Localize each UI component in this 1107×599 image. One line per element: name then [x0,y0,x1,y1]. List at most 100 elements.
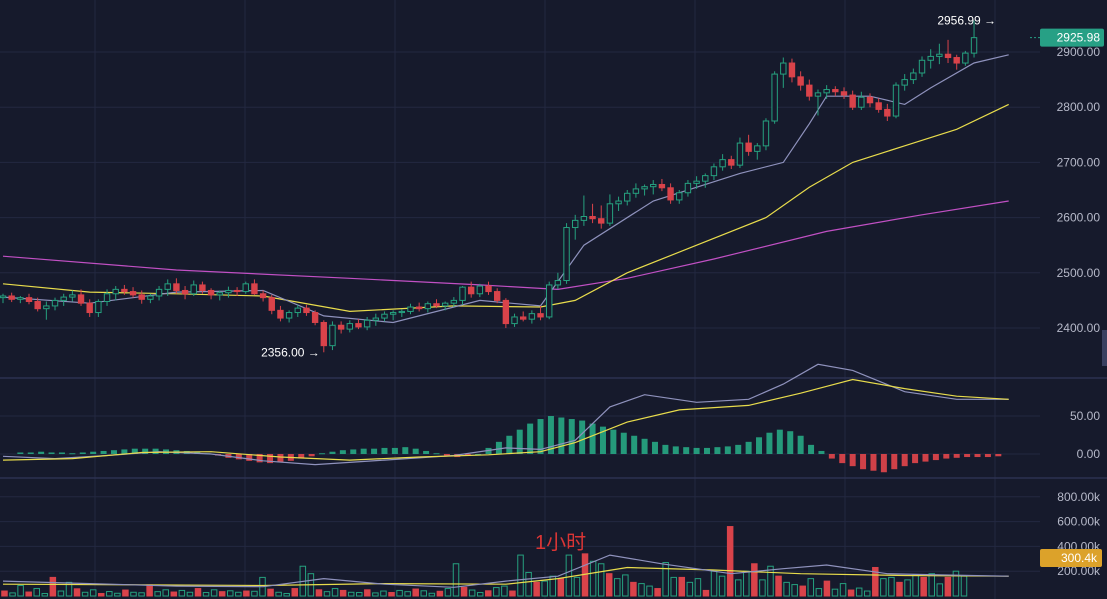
candle [329,321,336,351]
macd-histogram-bar [568,419,575,454]
candle [910,68,917,85]
candle-body [415,306,423,310]
macd-histogram-bar [901,454,908,467]
candle-body [719,159,726,168]
volume-bar [880,578,887,597]
volume-bar [904,579,911,597]
volume-bar [202,592,210,597]
macd-histogram-bar [475,454,482,455]
candle [901,74,908,91]
candle [884,103,891,121]
last-price-tag-bg [1040,28,1104,47]
volume-bar [396,589,403,597]
candle [181,286,189,300]
candle-body [520,316,527,320]
macd-histogram-bar [464,454,471,456]
candle-body [476,285,484,295]
candle-body [277,309,284,319]
macd-histogram-bar [298,454,305,459]
candle-body [875,102,882,110]
candle-body [129,291,137,296]
volume-bar [855,587,863,597]
candle-body [25,297,33,303]
volume-bar [186,591,194,597]
macd-histogram-bar [319,453,326,455]
candle-body [884,108,891,117]
candle [892,82,900,119]
candle-body [511,316,518,325]
candle [355,319,362,330]
candle-body [60,296,67,301]
last-price-tag: 2925.98 [1040,28,1104,47]
macd-histogram-bar [724,446,731,454]
macd-histogram-bar [599,426,606,454]
candle-body [858,96,865,108]
candle [216,290,223,301]
volume-bar [65,581,73,597]
volume-bar [622,574,629,597]
candle [658,178,666,192]
candle-body [589,215,596,220]
candle-body [528,313,536,320]
candle-body [745,142,752,152]
macd-histogram-bar [27,452,34,454]
candle-body [121,288,128,293]
volume-bar [130,591,137,597]
volume-bar [460,586,468,597]
candle-body [259,293,267,299]
candle-body [207,289,215,296]
candle-body [242,283,249,293]
macd-histogram-bar [308,454,315,457]
candle-body [615,200,622,205]
candle-body [337,324,345,330]
macd-histogram-bar [391,447,398,454]
volume-bar [356,592,363,597]
candle [77,289,85,306]
macd-histogram-bar [350,449,357,454]
candle [511,313,518,327]
macd-histogram-bar [277,454,284,463]
macd-histogram-bar [620,432,627,454]
volume-bar [106,591,113,597]
volume-bar [597,563,605,597]
axis-scroll-handle[interactable] [1102,330,1107,366]
candle-body [459,286,466,301]
volume-bar [372,592,379,597]
volume-bar [25,591,32,597]
candle-body [450,299,458,304]
candle-body [693,180,700,184]
macd-histogram-bar [589,423,596,454]
candle-body [95,301,102,314]
candle [190,280,197,296]
volume-bar [759,579,766,597]
candle-body [103,293,111,303]
candle-body [866,96,874,104]
volume-bar [726,526,734,597]
candle [424,301,432,313]
price-tick-label: 2500.00 [1057,266,1101,280]
volume-bar [630,581,637,597]
volume-bar [694,578,702,597]
macd-tick-label: 0.00 [1077,447,1101,461]
volume-bar [912,574,919,597]
macd-histogram-bar [110,450,117,454]
volume-bar [589,560,597,597]
volume-tick-label: 600.00k [1057,515,1101,529]
candle-body [34,301,41,310]
candle-body [294,307,301,314]
candle-body [918,59,926,74]
volume-bar [243,590,250,597]
candle [121,284,128,295]
grid-lines [0,0,1040,599]
candle [702,173,709,188]
candle-body [797,76,804,86]
volume-bar [686,581,694,597]
candle-body [814,92,822,97]
macd-histogram-bar [495,441,502,454]
volume-bar [291,588,299,597]
candle [849,90,856,110]
macd-histogram-bar [152,448,159,454]
candle [381,311,388,322]
candle-body [8,295,15,300]
